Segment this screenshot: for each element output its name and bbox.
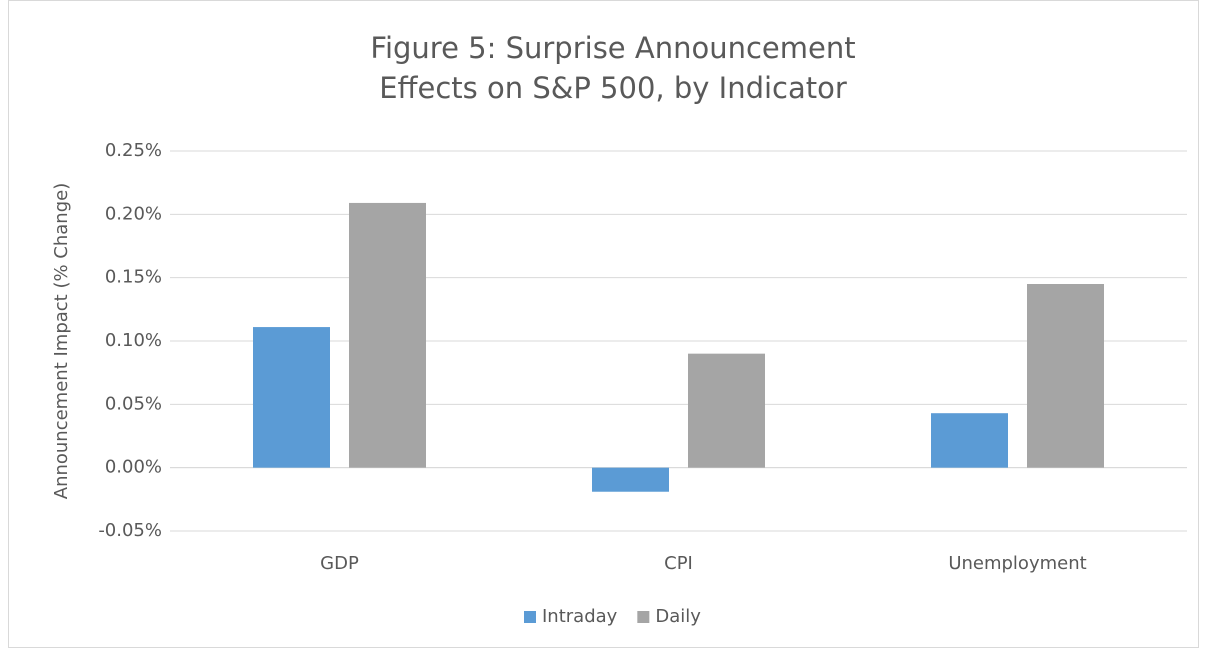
bar — [931, 413, 1008, 468]
bar — [688, 353, 765, 468]
bar — [349, 202, 426, 468]
y-tick-label: 0.00% — [105, 457, 162, 478]
chart-title: Figure 5: Surprise Announcement Effects … — [370, 31, 856, 105]
chart-border — [8, 0, 1199, 648]
x-tick-label: GDP — [320, 553, 359, 574]
y-tick-label: -0.05% — [98, 520, 162, 541]
y-tick-label: 0.20% — [105, 203, 162, 224]
bar — [1027, 284, 1104, 468]
y-tick-label: 0.15% — [105, 267, 162, 288]
legend-swatch — [524, 611, 536, 623]
y-tick-label: 0.25% — [105, 140, 162, 161]
bar — [253, 327, 330, 468]
x-tick-label: CPI — [664, 553, 693, 574]
bar — [592, 467, 669, 492]
legend-swatch — [637, 611, 650, 623]
x-tick-label: Unemployment — [948, 553, 1086, 574]
legend-label: Daily — [655, 606, 701, 627]
y-tick-label: 0.05% — [105, 393, 162, 414]
legend-label: Intraday — [542, 606, 618, 627]
y-tick-label: 0.10% — [105, 330, 162, 351]
y-axis-label: Announcement Impact (% Change) — [51, 183, 72, 500]
